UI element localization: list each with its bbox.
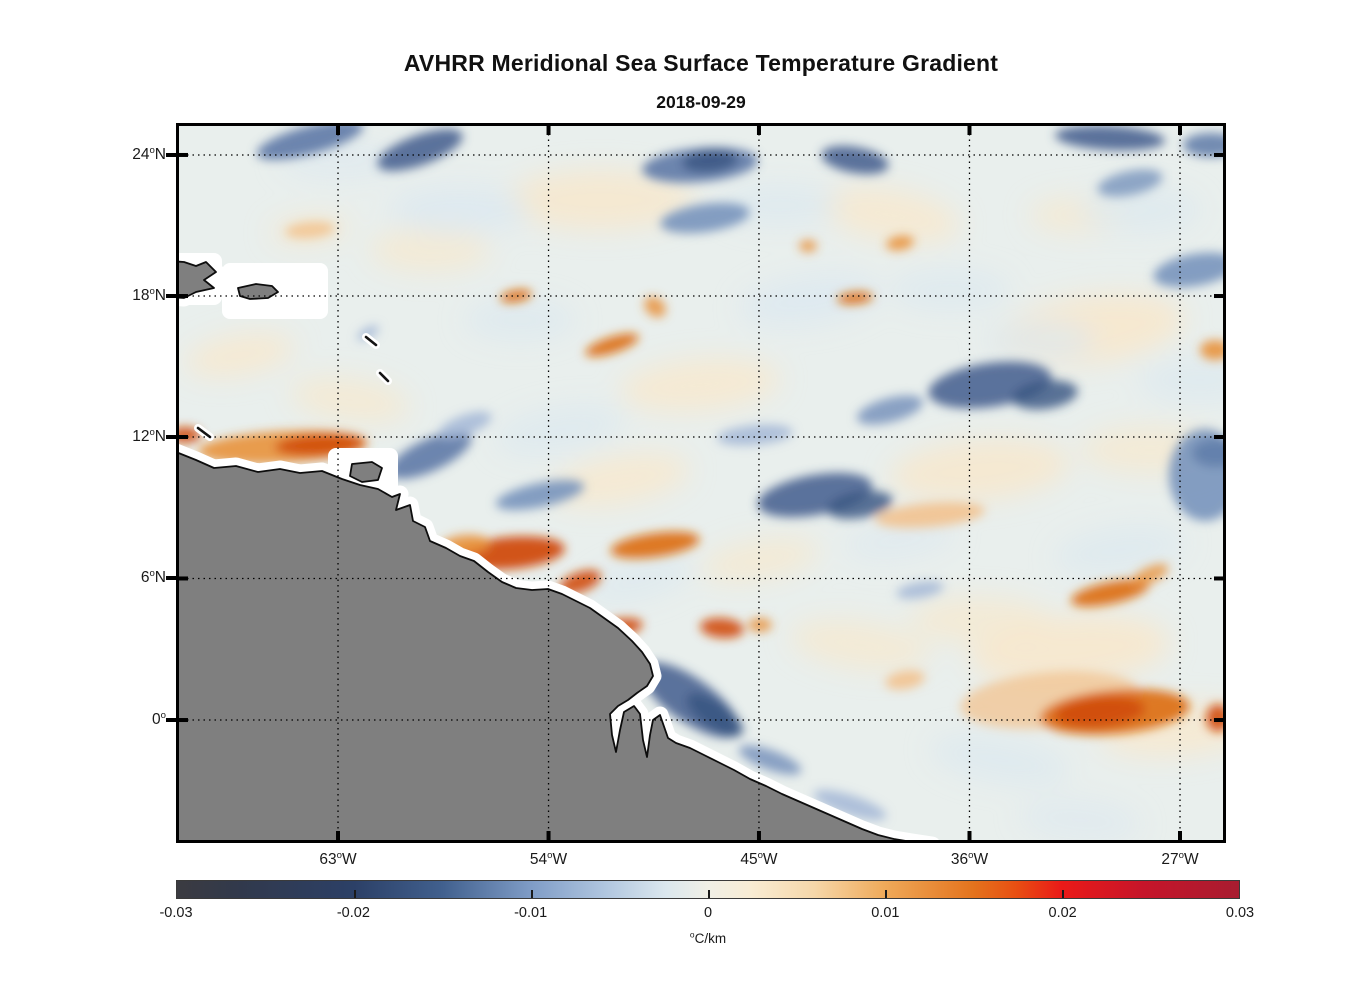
y-tick-label: 0o [152, 709, 166, 729]
y-tick-outer-mark [166, 434, 176, 439]
sst-gradient-map [176, 123, 1226, 843]
map-plot-area [176, 123, 1226, 843]
y-tick-outer-mark [166, 576, 176, 581]
chart-title: AVHRR Meridional Sea Surface Temperature… [403, 50, 999, 76]
colorbar-tick-mark [708, 890, 710, 898]
y-tick-label: 24oN [132, 144, 166, 163]
colorbar-tick-label: 0.03 [1225, 905, 1255, 921]
x-tick-label: 54oW [529, 849, 568, 868]
colorbar-tick-label: -0.03 [159, 905, 193, 921]
colorbar-tick-mark [354, 890, 357, 898]
colorbar-tick-label: -0.02 [336, 905, 370, 921]
x-tick-label: 27oW [1161, 849, 1199, 868]
y-tick-label: 6oN [140, 568, 166, 587]
colorbar-tick-label: 0 [703, 905, 713, 921]
colorbar-tick-label: 0.01 [871, 905, 900, 921]
colorbar-tick-label: -0.01 [514, 905, 548, 921]
colorbar-tick-mark [1061, 890, 1064, 898]
x-tick-label: 45oW [740, 849, 778, 868]
colorbar-unit-label: oC/km [689, 929, 727, 946]
colorbar-tick-mark [885, 890, 888, 898]
colorbar [176, 880, 1240, 899]
colorbar-tick-mark [530, 890, 533, 898]
x-tick-label: 63oW [319, 849, 357, 868]
y-tick-label: 12oN [132, 426, 166, 445]
x-tick-label: 36oW [950, 849, 989, 868]
y-tick-outer-mark [166, 294, 176, 299]
chart-date-subtitle: 2018-09-29 [656, 92, 746, 112]
y-tick-outer-mark [166, 152, 176, 157]
y-tick-label: 18oN [132, 285, 166, 305]
colorbar-tick-label: 0.02 [1048, 905, 1077, 921]
y-tick-outer-mark [166, 718, 176, 723]
